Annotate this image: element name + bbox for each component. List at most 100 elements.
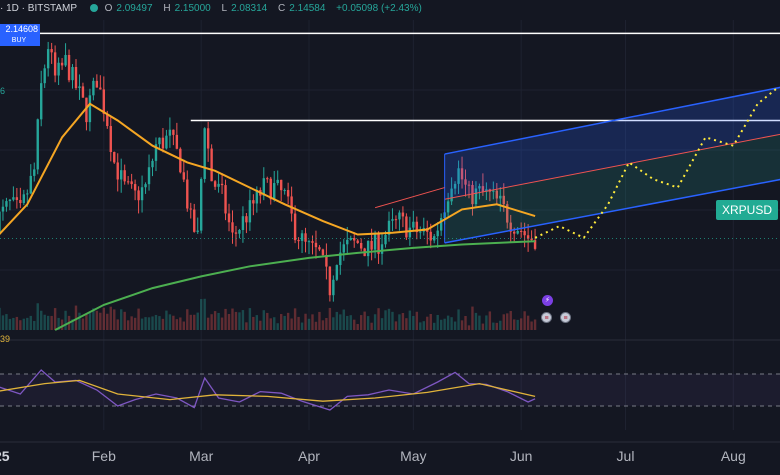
candle-body — [506, 204, 509, 223]
us-flag-icon[interactable]: ≡ — [541, 312, 552, 323]
buy-button[interactable]: 2.14608 BUY — [0, 24, 40, 46]
volume-bar — [506, 313, 509, 330]
volume-bar — [57, 317, 60, 330]
volume-bar — [199, 299, 203, 330]
volume-bar — [213, 311, 217, 330]
volume-bar — [523, 311, 526, 330]
candle-body — [346, 239, 349, 245]
candle-body — [206, 128, 210, 149]
volume-bar — [356, 324, 359, 330]
lightning-icon[interactable]: ⚡ — [542, 295, 553, 306]
candle-body — [342, 244, 345, 253]
candle-body — [429, 231, 432, 241]
candle-body — [140, 187, 144, 201]
volume-bar — [377, 308, 380, 330]
candle-body — [22, 194, 26, 204]
candle-body — [370, 240, 373, 250]
candle-body — [248, 200, 252, 223]
candle-body — [391, 219, 394, 221]
candle-body — [193, 209, 196, 232]
channel-lower-fill — [444, 134, 780, 243]
candle-body — [304, 233, 307, 242]
candle-body — [0, 211, 1, 233]
volume-bar — [172, 315, 175, 330]
price-tag-xrpusd[interactable]: XRPUSD — [716, 200, 779, 220]
candle-body — [186, 179, 189, 209]
candle-body — [224, 185, 227, 214]
volume-bar — [370, 322, 373, 330]
candle-body — [412, 221, 415, 228]
candle-body — [196, 230, 199, 232]
volume-bar — [259, 320, 262, 330]
symbol-label: · 1D · BITSTAMP — [0, 3, 78, 14]
candle-body — [172, 129, 175, 135]
candle-body — [349, 237, 352, 240]
candle-body — [36, 119, 39, 170]
candle-body — [471, 184, 474, 205]
candle-body — [373, 233, 377, 250]
volume-bar — [405, 318, 408, 330]
candle-body — [328, 266, 332, 296]
candle-body — [71, 67, 74, 81]
candle-body — [519, 230, 523, 232]
candle-body — [499, 195, 502, 199]
candle-body — [311, 241, 314, 243]
candle-body — [380, 244, 384, 254]
candle-body — [415, 221, 419, 233]
volume-bar — [412, 316, 415, 330]
candle-body — [252, 200, 255, 204]
volume-bar — [71, 319, 74, 330]
candle-body — [467, 184, 471, 186]
candle-body — [57, 62, 60, 76]
volume-bar — [513, 319, 516, 330]
volume-bar — [74, 305, 78, 330]
volume-bar — [359, 315, 363, 330]
candle-body — [227, 213, 231, 223]
volume-bar — [346, 315, 349, 330]
candle-body — [168, 129, 172, 136]
candle-body — [220, 183, 224, 186]
us-flag-icon[interactable]: ≡ — [560, 312, 571, 323]
volume-bar — [26, 317, 29, 330]
candle-body — [29, 175, 32, 194]
candle-body — [95, 80, 99, 88]
x-tick-label: Feb — [91, 448, 116, 464]
candle-body — [269, 178, 272, 200]
volume-bar — [297, 316, 300, 330]
volume-bar — [363, 311, 366, 330]
candle-body — [78, 86, 81, 89]
volume-bar — [255, 315, 259, 330]
candle-body — [353, 237, 356, 241]
volume-bar — [332, 317, 335, 330]
ohlc-high: H 2.15000 — [163, 3, 211, 14]
x-tick-label: May — [400, 448, 427, 464]
candle-body — [335, 265, 339, 280]
candle-body — [439, 218, 443, 231]
volume-bar — [196, 312, 199, 330]
volume-bar — [318, 311, 321, 330]
volume-bar — [29, 315, 32, 330]
volume-bar — [81, 318, 85, 330]
volume-bar — [113, 309, 116, 330]
candle-body — [293, 213, 297, 241]
volume-bar — [165, 310, 168, 330]
volume-bar — [179, 317, 182, 330]
candle-body — [325, 255, 328, 267]
candle-body — [234, 232, 238, 234]
volume-bar — [422, 321, 425, 330]
candle-body — [60, 62, 64, 66]
volume-bar — [533, 319, 537, 330]
candle-body — [109, 126, 112, 152]
channel-upper-line — [444, 86, 780, 155]
volume-bar — [144, 317, 147, 330]
oscillator-value-label: 39 — [0, 334, 11, 344]
volume-bar — [279, 314, 283, 330]
volume-bar — [464, 315, 467, 330]
volume-bar — [286, 312, 290, 330]
candle-body — [116, 162, 119, 180]
candle-body — [276, 179, 279, 184]
volume-bar — [137, 308, 140, 330]
candle-body — [33, 169, 36, 176]
